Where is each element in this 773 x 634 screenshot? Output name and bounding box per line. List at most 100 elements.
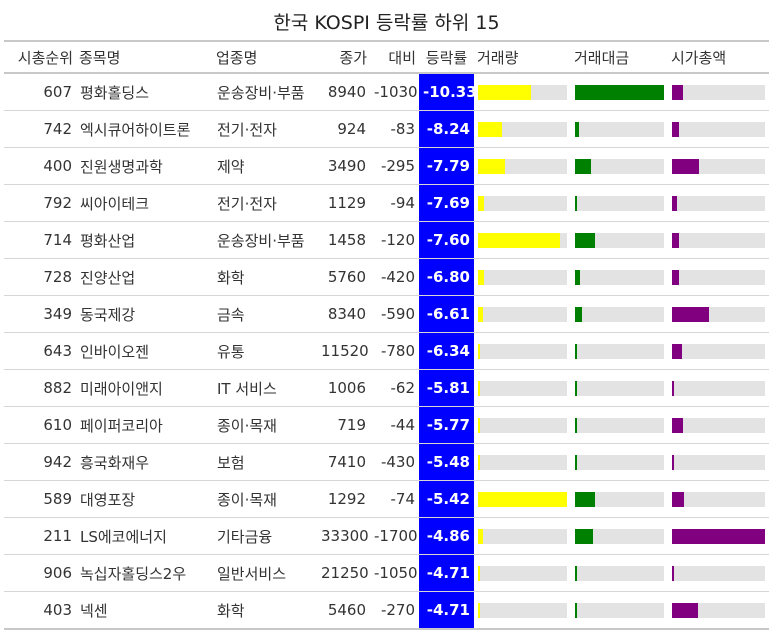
cell-sector: 제약 <box>213 147 317 185</box>
cell-change: -1700 <box>370 517 419 555</box>
volume-bar-track <box>478 84 567 100</box>
cell-change: -120 <box>370 221 419 259</box>
table-row: 349 동국제강 금속 8340 -590 -6.61 <box>4 295 769 333</box>
cell-rate: -6.80 <box>419 258 474 296</box>
market-cap-bar-track <box>672 380 765 396</box>
cell-value-bar <box>571 554 668 592</box>
table-row: 742 엑시큐어하이트론 전기·전자 924 -83 -8.24 <box>4 110 769 148</box>
market-cap-bar <box>672 417 684 433</box>
cell-price: 8940 <box>317 72 370 111</box>
cell-market-cap-bar <box>668 369 769 407</box>
value-bar <box>575 528 593 544</box>
cell-volume-bar <box>474 406 571 444</box>
volume-bar <box>478 84 532 100</box>
cell-rate: -5.81 <box>419 369 474 407</box>
cell-price: 21250 <box>317 554 370 592</box>
cell-sector: IT 서비스 <box>213 369 317 407</box>
table-row: 211 LS에코에너지 기타금융 33300 -1700 -4.86 <box>4 517 769 555</box>
cell-market-cap-bar <box>668 295 769 333</box>
value-bar <box>575 380 577 396</box>
header-name: 종목명 <box>79 48 121 67</box>
volume-bar-track <box>478 565 567 581</box>
market-cap-bar-track <box>672 306 765 322</box>
cell-rank: 400 <box>4 147 76 185</box>
volume-bar <box>478 528 484 544</box>
cell-name: LS에코에너지 <box>76 517 213 555</box>
cell-rank: 610 <box>4 406 76 444</box>
table-body: 607 평화홀딩스 운송장비·부품 8940 -1030 -10.33 742 엑시큐어하이트… <box>4 72 769 630</box>
cell-sector: 보험 <box>213 443 317 481</box>
cell-change: -1030 <box>370 72 419 111</box>
value-bar-track <box>575 454 664 470</box>
volume-bar <box>478 417 480 433</box>
cell-rank: 792 <box>4 184 76 222</box>
cell-market-cap-bar <box>668 221 769 259</box>
cell-value-bar <box>571 72 668 111</box>
table-row: 882 미래아이앤지 IT 서비스 1006 -62 -5.81 <box>4 369 769 407</box>
value-bar <box>575 565 577 581</box>
cell-sector: 금속 <box>213 295 317 333</box>
volume-bar <box>478 491 567 507</box>
cell-market-cap-bar <box>668 443 769 481</box>
cell-change: -270 <box>370 591 419 630</box>
volume-bar <box>478 454 480 470</box>
cell-volume-bar <box>474 147 571 185</box>
cell-value-bar <box>571 258 668 296</box>
market-cap-bar <box>672 528 765 544</box>
cell-price: 1292 <box>317 480 370 518</box>
cell-market-cap-bar <box>668 72 769 111</box>
cell-rank: 906 <box>4 554 76 592</box>
value-bar <box>575 417 577 433</box>
market-cap-bar <box>672 454 674 470</box>
value-bar-track <box>575 528 664 544</box>
cell-name: 미래아이앤지 <box>76 369 213 407</box>
value-bar <box>575 195 577 211</box>
table-row: 906 녹십자홀딩스2우 일반서비스 21250 -1050 -4.71 <box>4 554 769 592</box>
market-cap-bar-track <box>672 343 765 359</box>
table-header: 시총순위 종목명 업종명 종가 대비 등락률 거래량 거래대금 시가총액 <box>4 42 769 73</box>
cell-price: 3490 <box>317 147 370 185</box>
cell-volume-bar <box>474 221 571 259</box>
cell-name: 페이퍼코리아 <box>76 406 213 444</box>
market-cap-bar-track <box>672 454 765 470</box>
cell-value-bar <box>571 332 668 370</box>
cell-name: 인바이오젠 <box>76 332 213 370</box>
cell-name: 평화홀딩스 <box>76 72 213 111</box>
cell-rate: -7.79 <box>419 147 474 185</box>
value-bar-track <box>575 306 664 322</box>
volume-bar <box>478 232 560 248</box>
cell-price: 11520 <box>317 332 370 370</box>
volume-bar <box>478 195 485 211</box>
cell-rank: 714 <box>4 221 76 259</box>
market-cap-bar-track <box>672 269 765 285</box>
market-cap-bar-track <box>672 528 765 544</box>
cell-value-bar <box>571 443 668 481</box>
cell-change: -420 <box>370 258 419 296</box>
cell-volume-bar <box>474 72 571 111</box>
market-cap-bar-track <box>672 195 765 211</box>
value-bar <box>575 491 595 507</box>
volume-bar <box>478 306 484 322</box>
cell-change: -590 <box>370 295 419 333</box>
volume-bar-track <box>478 454 567 470</box>
cell-change: -94 <box>370 184 419 222</box>
cell-value-bar <box>571 184 668 222</box>
cell-rate: -4.71 <box>419 591 474 630</box>
market-cap-bar <box>672 565 674 581</box>
cell-sector: 종이·목재 <box>213 480 317 518</box>
cell-sector: 전기·전자 <box>213 110 317 148</box>
header-volume: 거래량 <box>477 48 519 67</box>
cell-market-cap-bar <box>668 110 769 148</box>
cell-volume-bar <box>474 517 571 555</box>
value-bar-track <box>575 269 664 285</box>
cell-name: 엑시큐어하이트론 <box>76 110 213 148</box>
volume-bar-track <box>478 121 567 137</box>
cell-value-bar <box>571 517 668 555</box>
cell-volume-bar <box>474 554 571 592</box>
stock-table: 시총순위 종목명 업종명 종가 대비 등락률 거래량 거래대금 시가총액 607… <box>4 42 769 630</box>
cell-sector: 기타금융 <box>213 517 317 555</box>
volume-bar-track <box>478 528 567 544</box>
cell-change: -62 <box>370 369 419 407</box>
cell-volume-bar <box>474 332 571 370</box>
cell-rate: -5.48 <box>419 443 474 481</box>
